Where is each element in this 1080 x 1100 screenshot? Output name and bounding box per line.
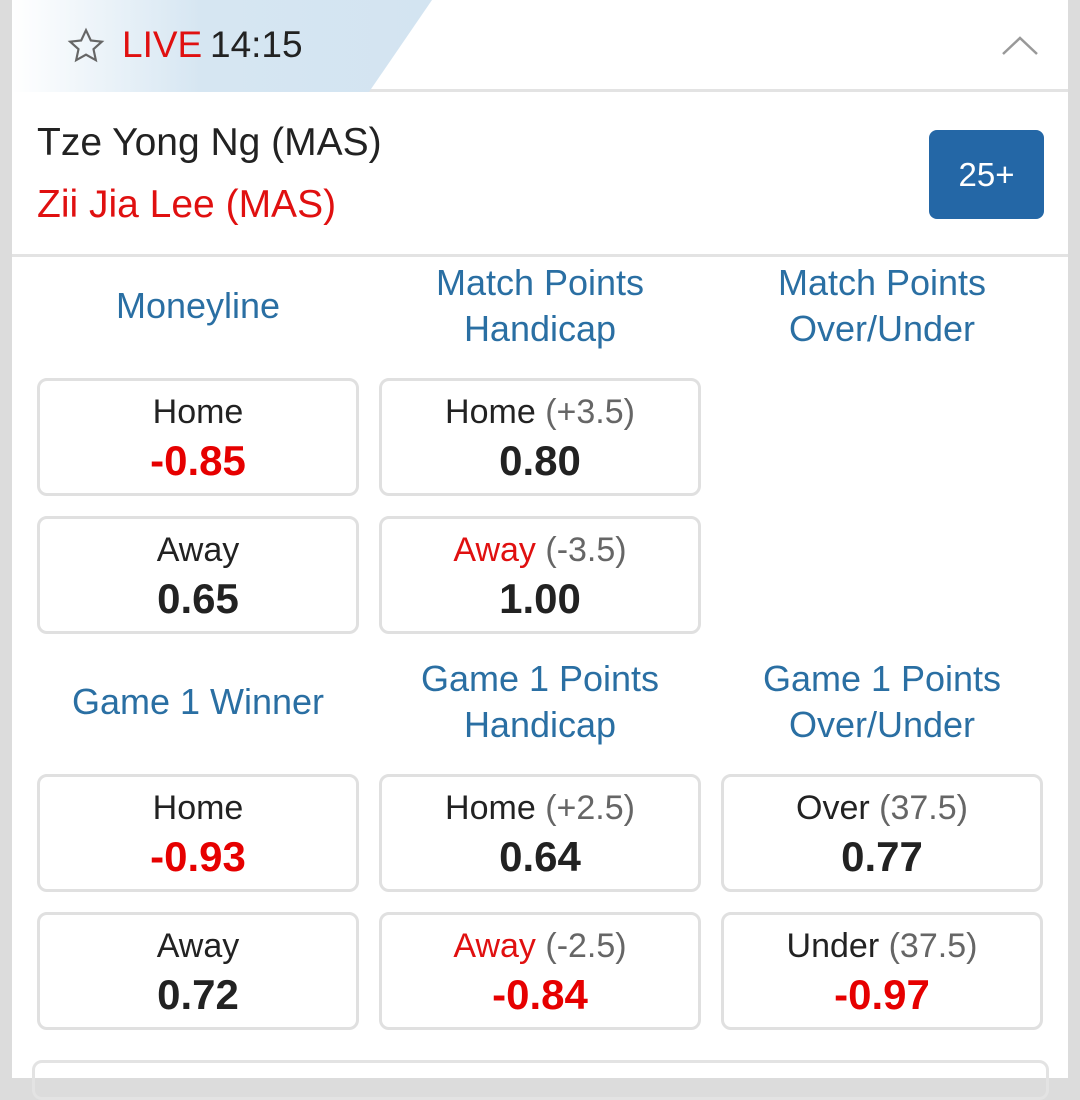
option-handicap: (+3.5) — [545, 393, 635, 431]
match-time: 14:15 — [210, 24, 303, 65]
odds-value: -0.93 — [150, 833, 246, 880]
option-name: Home — [152, 393, 244, 431]
option-label: Home — [40, 789, 356, 829]
market-title: Moneyline — [115, 285, 281, 326]
odds-button[interactable]: Home -0.85 — [37, 378, 359, 496]
option-label: Away — [40, 531, 356, 571]
odds-value: 0.72 — [157, 971, 239, 1018]
option-name: Away — [453, 927, 536, 965]
option-handicap: (+2.5) — [545, 789, 635, 827]
odds-value: 0.77 — [841, 833, 923, 880]
odds-button[interactable]: Away (-3.5) 1.00 — [379, 516, 701, 634]
option-name: Away — [156, 531, 240, 569]
live-label: LIVE — [122, 24, 203, 65]
option-handicap: (37.5) — [888, 927, 978, 965]
market-title: Game 1 Points Handicap — [420, 658, 660, 745]
option-handicap: (37.5) — [879, 789, 968, 827]
odds-button[interactable]: Away 0.65 — [37, 516, 359, 634]
chevron-up-icon[interactable] — [1000, 30, 1040, 60]
odds-value: 0.64 — [499, 833, 581, 880]
option-name: Over — [796, 789, 870, 827]
option-label: Home (+3.5) — [382, 393, 698, 433]
option-label: Home (+2.5) — [382, 789, 698, 829]
odds-value: 0.80 — [499, 437, 581, 484]
home-team: Tze Yong Ng (MAS) — [37, 121, 382, 164]
odds-button[interactable]: Away (-2.5) -0.84 — [379, 912, 701, 1030]
more-markets-button[interactable]: 25+ — [929, 130, 1044, 219]
option-label: Away (-3.5) — [382, 531, 698, 571]
option-name: Away — [156, 927, 240, 965]
odds-button[interactable]: Home (+2.5) 0.64 — [379, 774, 701, 892]
next-section — [32, 1060, 1049, 1100]
option-name: Away — [453, 531, 536, 569]
odds-value: 1.00 — [499, 575, 581, 622]
option-name: Home — [445, 393, 536, 431]
option-label: Home — [40, 393, 356, 433]
option-label: Under (37.5) — [724, 927, 1040, 967]
odds-button[interactable]: Over (37.5) 0.77 — [721, 774, 1043, 892]
option-handicap: (-3.5) — [545, 531, 627, 569]
option-label: Away (-2.5) — [382, 927, 698, 967]
option-label: Away — [40, 927, 356, 967]
star-icon[interactable] — [66, 26, 106, 66]
market-title: Match Points Handicap — [435, 262, 645, 349]
option-handicap: (-2.5) — [545, 927, 627, 965]
odds-button[interactable]: Home (+3.5) 0.80 — [379, 378, 701, 496]
option-label: Over (37.5) — [724, 789, 1040, 829]
odds-value: 0.65 — [157, 575, 239, 622]
odds-button[interactable]: Away 0.72 — [37, 912, 359, 1030]
market-title: Game 1 Winner — [71, 681, 325, 722]
teams: Tze Yong Ng (MAS) Zii Jia Lee (MAS) 25+ — [12, 95, 1068, 257]
odds-button[interactable]: Under (37.5) -0.97 — [721, 912, 1043, 1030]
away-team: Zii Jia Lee (MAS) — [37, 183, 337, 226]
odds-button[interactable]: Home -0.93 — [37, 774, 359, 892]
market-title: Game 1 Points Over/Under — [762, 658, 1002, 745]
option-name: Home — [152, 789, 244, 827]
market-title: Match Points Over/Under — [777, 262, 987, 349]
match-card: LIVE 14:15 Tze Yong Ng (MAS) Zii Jia Lee… — [12, 0, 1068, 1100]
option-name: Under — [786, 927, 880, 965]
odds-value: -0.85 — [150, 437, 246, 484]
odds-value: -0.84 — [492, 971, 588, 1018]
odds-value: -0.97 — [834, 971, 930, 1018]
match-header: LIVE 14:15 — [12, 0, 1068, 92]
option-name: Home — [445, 789, 536, 827]
live-tab — [12, 0, 432, 92]
